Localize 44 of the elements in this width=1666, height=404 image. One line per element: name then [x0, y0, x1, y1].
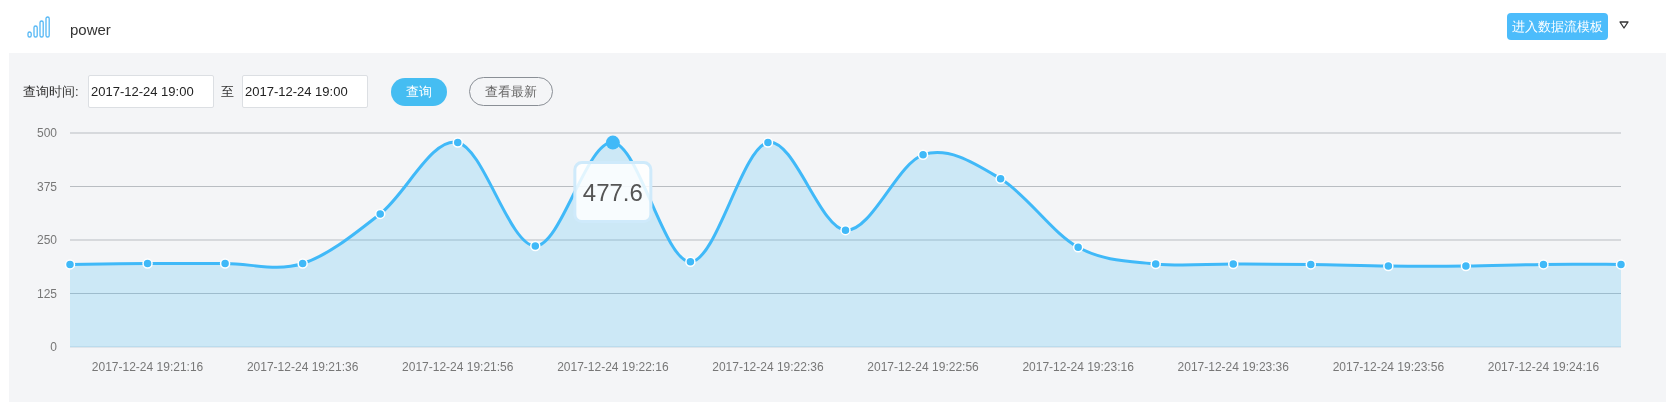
x-tick-label: 2017-12-24 19:21:56 [402, 360, 514, 374]
point [219, 258, 231, 269]
text: 2017-12-24 19:00 [88, 75, 214, 108]
point [1072, 242, 1084, 253]
point [1305, 259, 1317, 270]
x-tick-label: 2017-12-24 19:24:16 [1487, 360, 1600, 374]
point [840, 224, 851, 236]
x-tick-label: 2017-12-24 19:22:16 [557, 360, 669, 374]
point [995, 173, 1006, 185]
point [1538, 259, 1549, 270]
point [64, 259, 76, 270]
text: 进入数据流模板 [1507, 13, 1608, 40]
y-tick-label: 375 [36, 179, 58, 194]
point [374, 208, 386, 220]
text: 查询时间: [23, 84, 79, 100]
chart-title: power [70, 21, 111, 39]
point [142, 258, 153, 269]
x-tick-label: 2017-12-24 19:21:16 [91, 360, 204, 374]
y-tick-label: 250 [36, 233, 58, 247]
point [530, 240, 541, 252]
x-tick-label: 2017-12-24 19:21:36 [246, 360, 359, 374]
y-tick-label: 125 [36, 286, 58, 301]
x-tick-label: 2017-12-24 19:22:36 [712, 360, 824, 374]
x-tick-label: 2017-12-24 19:22:56 [867, 360, 980, 374]
x-tick-label: 2017-12-24 19:23:56 [1332, 360, 1445, 374]
point [1460, 260, 1472, 272]
point [1615, 259, 1627, 270]
point [1228, 258, 1239, 270]
point [917, 149, 929, 161]
point [452, 137, 463, 148]
text: 查询 [391, 78, 447, 106]
x-tick-label: 2017-12-24 19:23:36 [1177, 360, 1290, 374]
text: 至 [221, 84, 234, 100]
point [1150, 258, 1161, 270]
data-label: 477.6 [582, 178, 643, 206]
point [685, 256, 696, 268]
text: 查看最新 [469, 77, 553, 106]
y-tick-label: 500 [36, 126, 58, 140]
point [1383, 260, 1394, 272]
y-tick-label: 0 [50, 340, 58, 354]
point [297, 258, 308, 269]
x-tick-label: 2017-12-24 19:23:16 [1022, 360, 1135, 374]
point [762, 137, 774, 148]
text: 2017-12-24 19:00 [242, 75, 368, 108]
